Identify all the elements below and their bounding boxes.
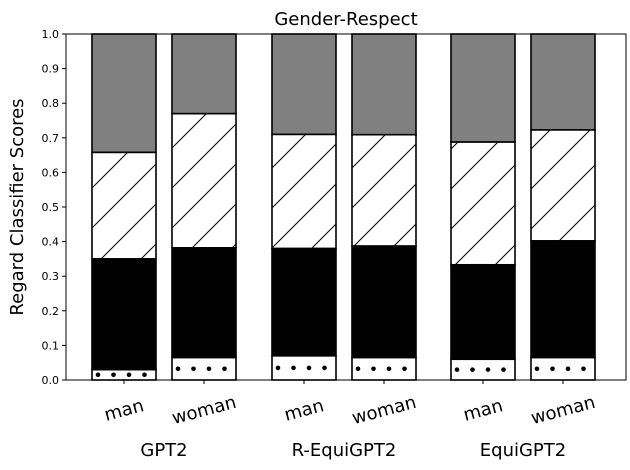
bar-man-2 — [271, 33, 337, 381]
dot-mark — [206, 366, 212, 372]
dot-mark — [371, 366, 376, 372]
y-tick-label: 0.7 — [42, 132, 60, 145]
y-tick-label: 0.5 — [42, 201, 60, 214]
dot-mark — [291, 365, 296, 371]
bar-man-0 — [91, 33, 157, 381]
dot-mark — [485, 367, 491, 372]
bar-segment-solid-0 — [91, 33, 157, 154]
bar-man-4 — [450, 33, 516, 381]
dot-mark — [581, 366, 586, 372]
dot-mark — [111, 372, 116, 378]
dot-mark — [191, 366, 196, 372]
bar-segment-diagonal-hatch-1 — [171, 112, 237, 249]
dot-mark — [470, 367, 475, 372]
dot-mark — [126, 372, 132, 378]
bar-segment-solid-1 — [171, 33, 237, 115]
bar-woman-5 — [530, 33, 596, 381]
bar-segment-solid-1 — [171, 247, 237, 359]
x-category-label: woman — [529, 392, 598, 429]
bar-segment-solid-2 — [271, 33, 337, 136]
dot-mark — [454, 367, 460, 372]
bar-woman-1 — [171, 33, 237, 381]
dot-mark — [534, 366, 540, 372]
dot-mark — [550, 366, 555, 372]
y-tick-label: 0.6 — [42, 166, 60, 179]
bar-segment-solid-4 — [450, 33, 516, 143]
bar-segment-diagonal-hatch-2 — [271, 133, 337, 250]
dot-mark — [402, 366, 407, 372]
bar-segment-solid-2 — [271, 247, 337, 357]
y-tick-label: 0.2 — [42, 305, 60, 318]
y-tick-label: 0.8 — [42, 97, 60, 110]
bar-segment-solid-4 — [450, 263, 516, 361]
dot-mark — [275, 365, 281, 371]
dot-mark — [355, 366, 361, 372]
plot-area — [65, 33, 627, 381]
dot-mark — [95, 372, 101, 378]
dot-mark — [175, 366, 181, 372]
y-tick-label: 0.0 — [42, 374, 60, 387]
bar-segment-solid-5 — [530, 33, 596, 131]
y-tick-label: 0.4 — [42, 236, 60, 249]
group-label: EquiGPT2 — [480, 440, 566, 461]
dot-mark — [306, 365, 312, 371]
y-axis: 0.0 0.1 0.2 0.3 0.4 0.5 0.6 0.7 0.8 0.9 1.0 — [42, 28, 66, 387]
bar-segment-solid-3 — [351, 33, 417, 136]
dot-mark — [565, 366, 571, 372]
bar-segment-solid-3 — [351, 245, 417, 359]
dot-mark — [501, 367, 506, 372]
x-category-label: man — [102, 395, 146, 426]
bar-segment-diagonal-hatch-3 — [351, 133, 417, 247]
bar-segment-solid-0 — [91, 258, 157, 371]
x-category-label: man — [461, 395, 505, 426]
y-tick-label: 0.1 — [42, 339, 60, 352]
dot-mark — [142, 372, 147, 378]
bar-segment-diagonal-hatch-5 — [530, 129, 596, 242]
y-tick-label: 0.3 — [42, 270, 60, 283]
x-category-label: man — [282, 395, 326, 426]
dot-mark — [222, 366, 227, 372]
bar-segment-diagonal-hatch-0 — [91, 151, 157, 260]
x-axis: man woman man woman man woman GPT2 R-EquiGPT2 Eq… — [102, 380, 598, 461]
x-category-label: woman — [170, 392, 239, 429]
group-label: R-EquiGPT2 — [292, 440, 397, 461]
y-axis-label: Regard Classifier Scores — [7, 98, 28, 315]
group-label: GPT2 — [140, 440, 187, 461]
chart-title: Gender-Respect — [274, 9, 417, 30]
y-tick-label: 1.0 — [42, 28, 60, 41]
bar-segment-solid-5 — [530, 240, 596, 359]
bar-segment-diagonal-hatch-4 — [450, 141, 516, 266]
dot-mark — [386, 366, 392, 372]
bar-woman-3 — [351, 33, 417, 381]
dot-mark — [322, 365, 327, 371]
x-category-label: woman — [350, 392, 419, 429]
y-tick-label: 0.9 — [42, 63, 60, 76]
